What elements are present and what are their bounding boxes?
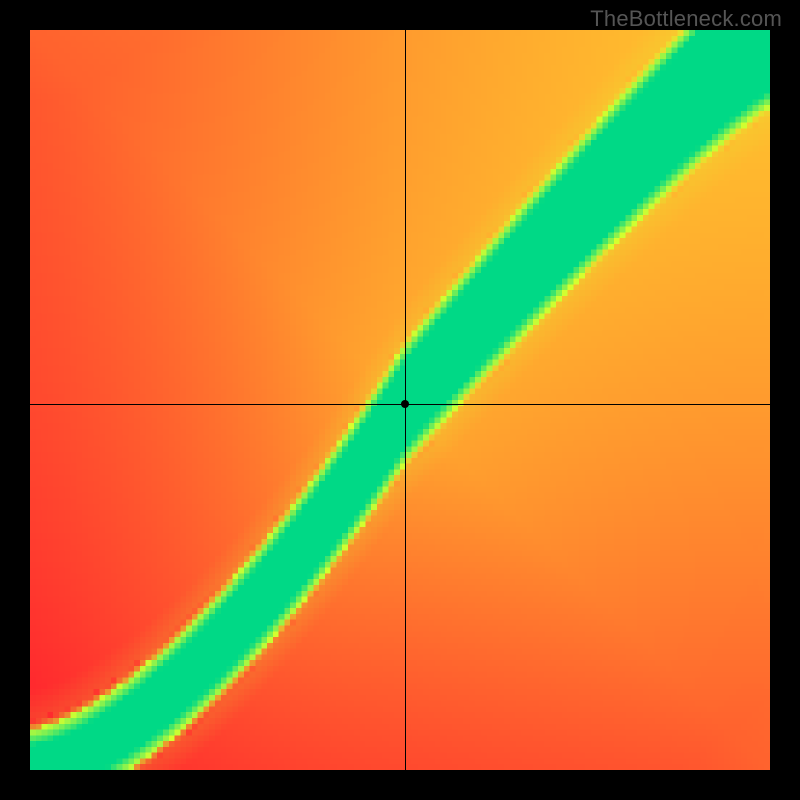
heatmap-canvas [30, 30, 770, 770]
plot-area [30, 30, 770, 770]
chart-container: TheBottleneck.com [0, 0, 800, 800]
center-dot [401, 400, 409, 408]
crosshair-horizontal [30, 404, 770, 405]
watermark-text: TheBottleneck.com [590, 6, 782, 32]
